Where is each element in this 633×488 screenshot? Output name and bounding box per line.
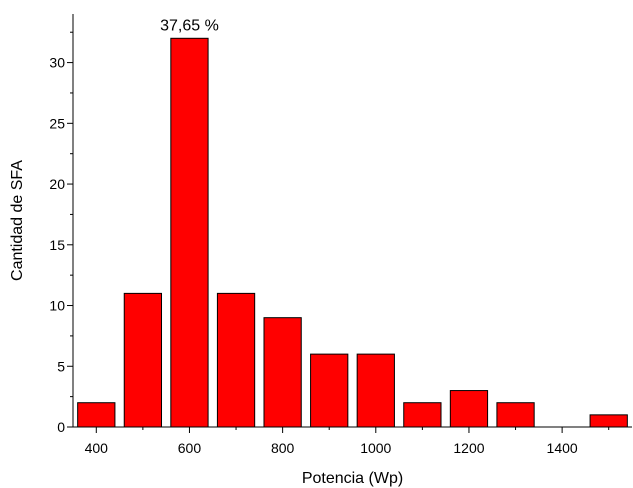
x-tick-label: 800 bbox=[271, 440, 295, 456]
bar-800 bbox=[263, 317, 302, 428]
bar-1000 bbox=[356, 353, 395, 428]
y-tick-label: 0 bbox=[57, 419, 65, 435]
bar-400 bbox=[77, 402, 116, 428]
y-tick-label: 30 bbox=[49, 55, 65, 71]
bar-900 bbox=[310, 353, 349, 428]
bar-1500 bbox=[589, 414, 628, 428]
x-tick-label: 1200 bbox=[453, 440, 484, 456]
x-tick-label: 1000 bbox=[360, 440, 391, 456]
y-axis-title: Cantidad de SFA bbox=[9, 160, 26, 281]
y-tick-label: 5 bbox=[57, 358, 65, 374]
bars-group bbox=[77, 37, 628, 428]
x-axis-title: Potencia (Wp) bbox=[302, 470, 403, 487]
bar-1300 bbox=[496, 402, 535, 428]
y-ticks-group: 0 5 10 15 20 25 30 bbox=[49, 31, 73, 435]
bar-600 bbox=[170, 37, 209, 428]
bar-1100 bbox=[403, 402, 442, 428]
bar-1200 bbox=[449, 390, 489, 428]
bar-700 bbox=[216, 292, 256, 428]
y-tick-label: 10 bbox=[49, 298, 65, 314]
x-tick-label: 400 bbox=[85, 440, 109, 456]
bar-annotation: 37,65 % bbox=[160, 17, 219, 34]
bar-500 bbox=[123, 292, 163, 428]
y-tick-label: 15 bbox=[49, 237, 65, 253]
x-tick-label: 1400 bbox=[547, 440, 578, 456]
y-tick-label: 25 bbox=[49, 115, 65, 131]
y-tick-label: 20 bbox=[49, 176, 65, 192]
x-tick-label: 600 bbox=[178, 440, 202, 456]
x-ticks-group: 400 600 800 1000 1200 1400 bbox=[85, 427, 610, 456]
